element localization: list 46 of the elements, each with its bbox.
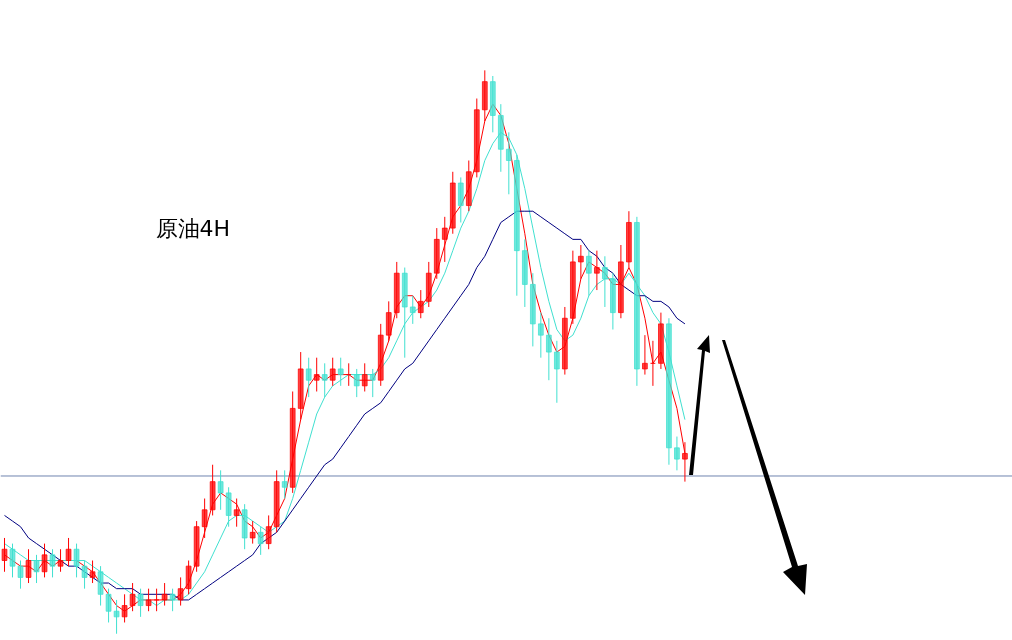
candlestick [385,300,392,342]
candlestick [41,543,48,578]
candlestick [177,576,184,607]
candlestick [73,543,80,578]
candlestick [345,362,352,387]
candlestick [545,317,552,381]
candlestick [457,176,464,223]
candlestick [337,357,344,387]
candlestick [17,560,24,590]
candlestick [33,554,40,584]
candlestick [601,255,608,308]
candlestick [537,312,544,359]
candlestick [577,244,584,280]
candlestick [281,469,288,500]
candlestick [201,498,208,539]
candlestick [49,548,56,578]
candlestick [89,560,96,584]
candlestick [642,334,648,376]
candlestick [305,357,312,398]
candlestick [233,498,240,528]
candlestick [113,599,120,635]
candlestick [217,469,224,511]
candlestick [585,250,592,297]
candlestick [257,526,264,556]
candlestick [81,560,88,590]
candlestick [225,486,232,528]
candlestick [369,368,376,398]
candlestick [9,543,16,578]
candlestick [161,582,168,607]
candlestick [417,289,424,319]
candlestick [265,514,272,550]
candlestick [329,357,336,387]
candlestick [361,362,368,392]
candlestick [313,357,320,392]
candlestick [409,295,416,325]
candlestick [25,548,32,584]
candlestick [321,362,328,398]
candlestick [674,436,680,471]
text: 原油4H [155,215,231,241]
candlestick [593,250,600,291]
candlestick [353,368,360,398]
candlestick [105,588,112,623]
candlestick [441,216,448,263]
candlestick [553,340,560,404]
candlestick [249,520,256,545]
candlestick [185,560,192,595]
